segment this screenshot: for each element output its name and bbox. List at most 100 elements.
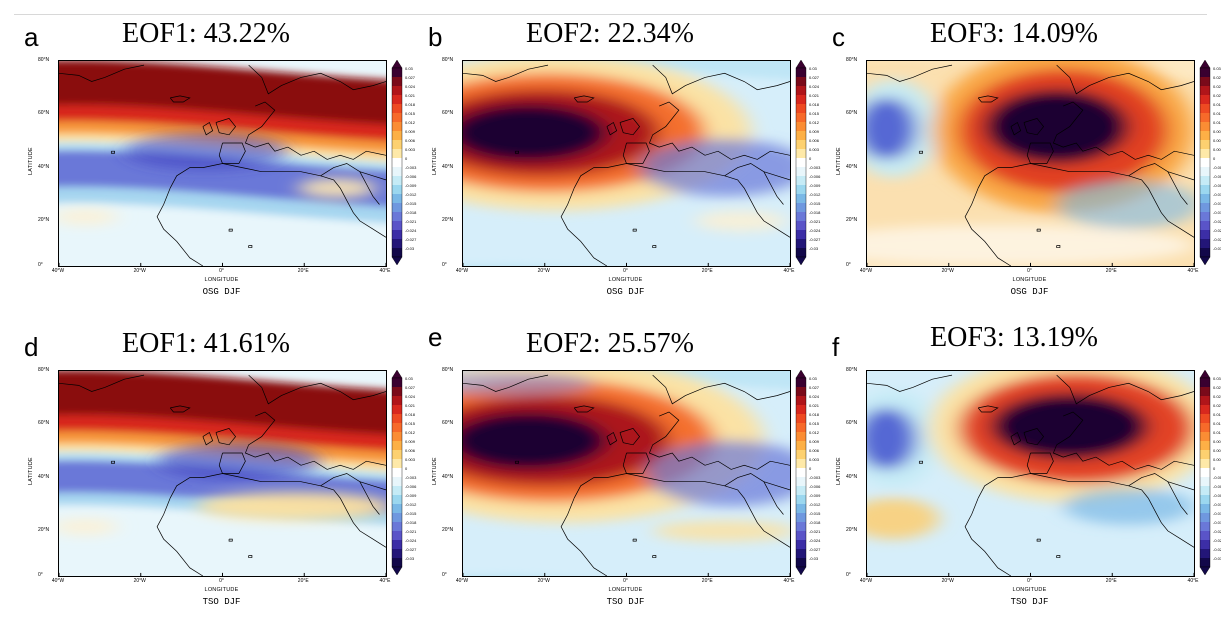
panel-title: EOF2: 25.57%	[526, 328, 694, 359]
colorbar-label: -0.006	[1213, 174, 1221, 179]
x-tick-label: 20°E	[1105, 578, 1117, 584]
colorbar-label: 0.015	[1213, 421, 1221, 426]
x-tick-label: 40°W	[51, 578, 65, 584]
colorbar-label: -0.015	[1213, 511, 1221, 516]
colorbar-label: 0.018	[405, 102, 416, 107]
colorbar-label: 0.027	[809, 75, 820, 80]
colorbar-label: -0.027	[809, 237, 821, 242]
colorbar-label: -0.021	[1213, 529, 1221, 534]
colorbar-label: -0.03	[405, 556, 415, 561]
x-axis-label: LONGITUDE	[204, 587, 239, 593]
y-tick-label: 60°N	[846, 420, 858, 427]
colorbar-label: -0.027	[1213, 237, 1221, 242]
colorbar-label: -0.03	[809, 556, 819, 561]
colorbar-label: 0.003	[809, 147, 820, 152]
colorbar-label: 0.003	[1213, 147, 1221, 152]
x-axis-label: LONGITUDE	[608, 587, 643, 593]
colorbar-label: -0.024	[405, 538, 417, 543]
panel-title: EOF3: 13.19%	[930, 322, 1098, 353]
x-axis-label: LONGITUDE	[204, 277, 239, 283]
y-tick-label: 20°N	[38, 216, 50, 223]
colorbar-label: 0.03	[1213, 376, 1221, 381]
top-divider	[14, 14, 1207, 15]
x-tick-label: 40°W	[51, 268, 65, 274]
colorbar-label: 0.006	[1213, 448, 1221, 453]
panel-title: EOF3: 14.09%	[930, 18, 1098, 49]
eof-map	[58, 370, 387, 577]
x-tick-label: 40°W	[859, 268, 873, 274]
colorbar-label: 0.009	[405, 129, 416, 134]
colorbar-label: 0	[1213, 466, 1216, 471]
x-tick-label: 20°W	[133, 578, 146, 584]
y-tick-label: 0°	[846, 572, 851, 578]
colorbar-label: 0.003	[1213, 457, 1221, 462]
colorbar-label: 0.027	[1213, 385, 1221, 390]
colorbar-label: -0.027	[405, 237, 417, 242]
colorbar	[1199, 59, 1211, 266]
y-tick-label: 60°N	[846, 110, 858, 117]
colorbar-label: -0.018	[405, 520, 417, 525]
colorbar-label: -0.009	[809, 493, 821, 498]
y-tick-label: 0°	[38, 262, 43, 268]
colorbar-label: -0.021	[809, 529, 821, 534]
y-tick-label: 80°N	[846, 57, 858, 63]
y-tick-label: 80°N	[846, 367, 858, 373]
eof-map	[866, 60, 1195, 267]
colorbar-label: 0.012	[1213, 430, 1221, 435]
y-tick-label: 0°	[38, 572, 43, 578]
x-tick-label: 20°W	[941, 268, 954, 274]
colorbar-label: 0.021	[405, 93, 416, 98]
panel-letter: f	[832, 332, 840, 362]
colorbar-label: -0.018	[809, 520, 821, 525]
colorbar-label: -0.018	[809, 210, 821, 215]
x-tick-label: 40°E	[1187, 578, 1199, 584]
x-tick-label: 40°E	[1187, 268, 1199, 274]
colorbar-label: -0.018	[1213, 520, 1221, 525]
panel-caption: OSG DJF	[1010, 287, 1049, 297]
x-tick-label: 20°W	[941, 578, 954, 584]
colorbar-label: -0.027	[809, 547, 821, 552]
colorbar-label: 0.021	[809, 403, 820, 408]
y-tick-label: 60°N	[38, 110, 50, 117]
colorbar-label: 0.027	[809, 385, 820, 390]
colorbar-label: -0.012	[809, 192, 821, 197]
eof-panel-f: f EOF3: 13.19% 80°N 60°N 40°N 20°N 0° 40°W 20°W 0…	[822, 322, 1221, 628]
colorbar-label: -0.027	[1213, 547, 1221, 552]
x-tick-label: 20°W	[537, 268, 550, 274]
y-tick-label: 0°	[846, 262, 851, 268]
eof-panel-c: c EOF3: 14.09% 80°N 60°N 40°N 20°N 0° 40°W 20°W 0…	[822, 18, 1221, 318]
colorbar-label: -0.015	[1213, 201, 1221, 206]
colorbar-label: 0.006	[809, 138, 820, 143]
colorbar-label: 0.015	[809, 421, 820, 426]
colorbar	[795, 59, 807, 266]
colorbar-label: 0.003	[405, 457, 416, 462]
colorbar-label: -0.015	[809, 201, 821, 206]
y-tick-label: 40°N	[442, 473, 454, 480]
x-tick-label: 0°	[623, 268, 628, 274]
panel-caption: TSO DJF	[606, 597, 645, 607]
colorbar-label: 0.024	[809, 394, 820, 399]
x-tick-label: 40°E	[379, 578, 391, 584]
colorbar-label: 0.018	[809, 102, 820, 107]
colorbar	[391, 369, 403, 576]
colorbar-label: 0.009	[809, 439, 820, 444]
colorbar-label: -0.021	[1213, 219, 1221, 224]
y-axis-label: LATITUDE	[836, 456, 842, 485]
y-tick-label: 20°N	[846, 526, 858, 533]
y-tick-label: 0°	[442, 262, 447, 268]
colorbar-label: -0.003	[809, 165, 821, 170]
colorbar-label: 0	[809, 466, 812, 471]
eof-panel-b: b EOF2: 22.34% 80°N 60°N 40°N 20°N 0° 40°W 20°W 0…	[418, 18, 820, 318]
colorbar-label: 0.009	[1213, 129, 1221, 134]
panel-letter: c	[832, 22, 845, 52]
colorbar	[391, 59, 403, 266]
colorbar-label: 0.006	[1213, 138, 1221, 143]
colorbar-label: -0.003	[1213, 475, 1221, 480]
colorbar-label: 0.003	[809, 457, 820, 462]
colorbar-label: 0.012	[809, 430, 820, 435]
x-tick-label: 40°E	[783, 578, 795, 584]
colorbar-label: 0.018	[809, 412, 820, 417]
colorbar-label: 0.03	[809, 66, 817, 71]
panel-letter: a	[24, 22, 39, 52]
colorbar-label: 0.006	[405, 448, 416, 453]
